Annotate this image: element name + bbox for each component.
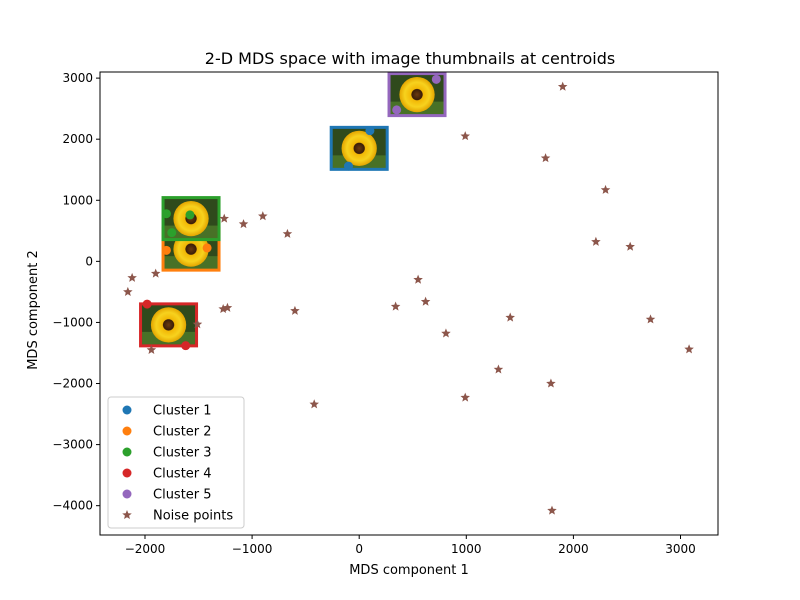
y-tick-label: 3000 xyxy=(62,71,93,85)
y-tick-label: −2000 xyxy=(52,377,93,391)
noise-point xyxy=(123,286,133,296)
noise-point xyxy=(493,364,504,374)
y-tick-label: −1000 xyxy=(52,315,93,329)
x-tick-label: −2000 xyxy=(125,542,166,556)
legend-marker xyxy=(122,489,132,499)
cluster-2-point xyxy=(161,245,171,255)
y-tick-label: −4000 xyxy=(52,499,93,513)
legend-box xyxy=(107,396,245,529)
noise-point xyxy=(505,312,515,322)
cluster-1-point xyxy=(365,126,375,136)
noise-point xyxy=(684,344,694,354)
legend-marker xyxy=(122,405,132,415)
cluster-3-point xyxy=(185,210,195,220)
y-tick-label: 0 xyxy=(85,254,93,268)
noise-point xyxy=(645,314,656,324)
legend-marker xyxy=(122,426,132,436)
x-axis-ticks: −2000 −1000 0 1000 2000 3000 xyxy=(125,535,696,556)
x-tick-label: −1000 xyxy=(232,542,273,556)
legend-label: Cluster 1 xyxy=(153,404,212,419)
noise-point xyxy=(192,319,203,329)
noise-point xyxy=(309,399,319,409)
thumbnail-image xyxy=(387,72,447,118)
legend-label: Cluster 4 xyxy=(153,467,212,482)
y-tick-label: 1000 xyxy=(62,193,93,207)
legend-label: Cluster 3 xyxy=(153,446,212,461)
cluster-3-point xyxy=(161,209,171,219)
noise-point xyxy=(290,305,300,315)
x-tick-label: 1000 xyxy=(451,542,482,556)
y-axis-label: MDS component 2 xyxy=(26,250,41,370)
x-axis-label: MDS component 1 xyxy=(349,563,469,578)
noise-point xyxy=(238,219,249,229)
noise-point xyxy=(540,153,551,163)
plot-frame xyxy=(99,71,719,536)
noise-point xyxy=(460,131,470,141)
legend-label: Noise points xyxy=(153,509,233,524)
legend-marker xyxy=(122,510,132,520)
y-tick-label: 2000 xyxy=(62,132,93,146)
noise-point xyxy=(591,236,601,246)
noise-point xyxy=(420,296,431,306)
x-tick-label: 0 xyxy=(355,542,363,556)
noise-point xyxy=(413,274,423,284)
x-tick-label: 2000 xyxy=(558,542,589,556)
noise-point xyxy=(150,268,161,278)
legend: Cluster 1 Cluster 2 Cluster 3 Cluster 4 Clus… xyxy=(107,396,245,529)
noise-point xyxy=(146,344,157,354)
y-axis-ticks: −4000 −3000 −2000 −1000 0 1000 2000 3000 xyxy=(52,71,100,513)
noise-point xyxy=(258,211,268,221)
data-points xyxy=(123,74,694,515)
cluster-2-point xyxy=(202,243,212,253)
noise-point xyxy=(219,213,229,223)
chart-title: 2-D MDS space with image thumbnails at c… xyxy=(205,49,615,68)
cluster-4-point xyxy=(142,299,152,309)
noise-point xyxy=(282,228,293,238)
noise-point xyxy=(625,241,635,251)
noise-point xyxy=(441,328,451,338)
noise-point xyxy=(222,302,233,312)
legend-marker xyxy=(122,468,132,478)
noise-point xyxy=(390,301,401,311)
legend-label: Cluster 2 xyxy=(153,425,212,440)
noise-point xyxy=(127,272,137,282)
noise-point xyxy=(218,304,228,314)
cluster-1-point xyxy=(343,161,353,171)
legend-marker xyxy=(122,447,132,457)
cluster-3-point xyxy=(167,228,177,238)
cluster-5-point xyxy=(431,74,441,84)
cluster-5-point xyxy=(392,105,402,115)
centroid-thumbnails xyxy=(139,72,447,348)
legend-label: Cluster 5 xyxy=(153,488,212,503)
noise-point xyxy=(557,81,568,91)
cluster-4-point xyxy=(181,341,191,351)
thumbnail-image xyxy=(139,302,199,348)
x-tick-label: 3000 xyxy=(665,542,696,556)
thumbnail-image xyxy=(329,125,389,171)
noise-point xyxy=(546,378,556,388)
y-tick-label: −3000 xyxy=(52,438,93,452)
noise-point xyxy=(547,505,557,515)
noise-point xyxy=(600,184,611,194)
noise-point xyxy=(460,392,470,402)
